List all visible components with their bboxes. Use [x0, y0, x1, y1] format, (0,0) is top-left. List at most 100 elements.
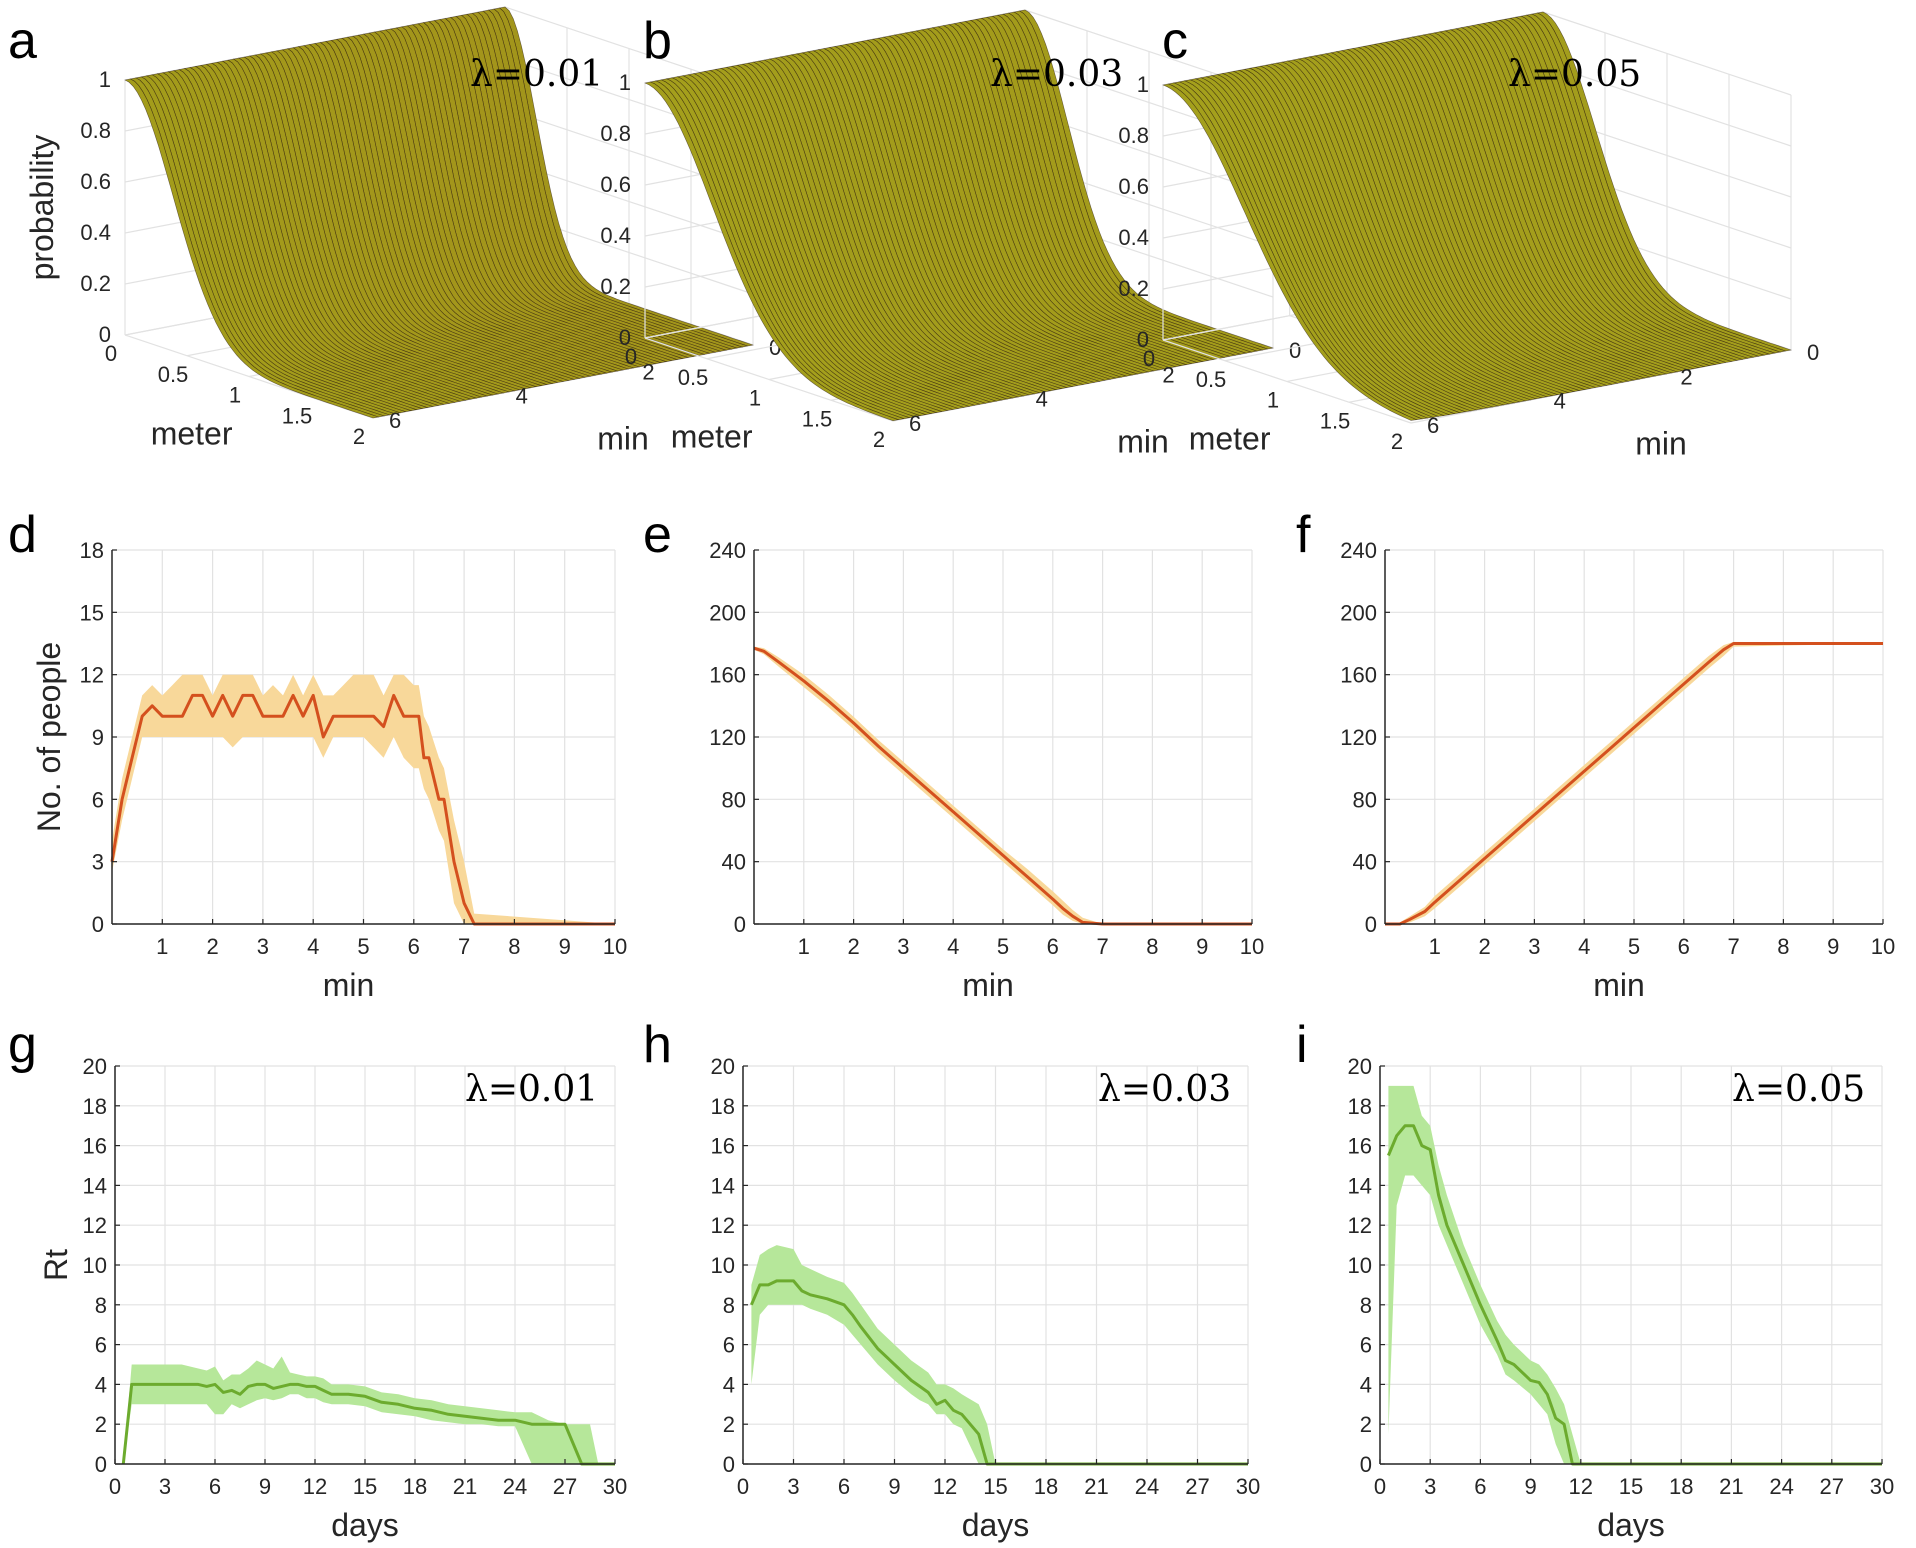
- line-panel-f: 1 2 3 4 5 6 7 8 9 10 0 40 80 120 160 200 240 min f: [1296, 506, 1895, 1003]
- z-tick-label: 0.6: [80, 169, 111, 194]
- x-tick-label: 6: [1047, 934, 1059, 959]
- plot-grid: [754, 549, 1253, 925]
- x-tick-label: 2: [847, 934, 859, 959]
- panel-label-e: e: [643, 506, 672, 564]
- meter-tick-label: 2: [873, 427, 885, 452]
- meter-tick-label: 2: [353, 424, 365, 449]
- meter-tick-label: 0: [1143, 346, 1155, 371]
- y-tick-label: 18: [83, 1094, 107, 1119]
- z-tick-label: 0: [1137, 327, 1149, 352]
- lambda-symbol: λ: [465, 1069, 488, 1110]
- x-tick-label: 7: [458, 934, 470, 959]
- grid-line: [1162, 339, 1412, 424]
- lambda-value: =0.01: [493, 54, 603, 95]
- x-tick-label: 0: [737, 1474, 749, 1499]
- x-axis-label: min: [962, 967, 1014, 1003]
- tick-labels: 1 2 3 4 5 6 7 8 9 10 0 40 80 120 160 200 240: [1340, 538, 1895, 959]
- lambda-value: =0.03: [1013, 54, 1123, 95]
- y-tick-label: 10: [711, 1253, 735, 1278]
- y-tick-label: 2: [723, 1412, 735, 1437]
- z-tick-label: 0.2: [600, 274, 631, 299]
- y-tick-label: 200: [709, 600, 746, 625]
- x-tick-label: 3: [787, 1474, 799, 1499]
- x-tick-label: 7: [1727, 934, 1739, 959]
- lambda-symbol: λ: [1098, 1069, 1121, 1110]
- z-tick-label: 0: [619, 325, 631, 350]
- y-axis-label: No. of people: [31, 642, 67, 832]
- y-tick-label: 0: [734, 912, 746, 937]
- x-tick-label: 2: [206, 934, 218, 959]
- y-tick-label: 12: [80, 663, 104, 688]
- y-tick-label: 8: [723, 1293, 735, 1318]
- z-tick-label: 0.8: [1118, 123, 1149, 148]
- x-tick-label: 30: [1236, 1474, 1260, 1499]
- confidence-band: [1388, 1085, 1882, 1464]
- min-tick-label: 4: [1036, 387, 1048, 412]
- panel-label-c: c: [1162, 12, 1188, 70]
- y-tick-label: 40: [1353, 850, 1377, 875]
- y-tick-label: 4: [1360, 1372, 1372, 1397]
- lambda-annotation: λ=0.05: [1508, 54, 1641, 95]
- x-tick-label: 1: [798, 934, 810, 959]
- y-tick-label: 0: [723, 1452, 735, 1477]
- surface-strip: [1161, 83, 1418, 421]
- min-tick-label: 2: [1162, 362, 1174, 387]
- x-axis-label: days: [331, 1507, 399, 1543]
- y-tick-label: 12: [1348, 1213, 1372, 1238]
- y-tick-label: 0: [92, 912, 104, 937]
- meter-tick-label: 0.5: [1196, 367, 1227, 392]
- meter-tick-label: 1: [749, 386, 761, 411]
- min-tick-label: 2: [642, 359, 654, 384]
- x-tick-label: 4: [947, 934, 959, 959]
- meter-tick-label: 0.5: [158, 362, 189, 387]
- y-tick-label: 20: [83, 1054, 107, 1079]
- min-tick-label: 6: [909, 411, 921, 436]
- x-tick-label: 10: [603, 934, 627, 959]
- x-tick-label: 9: [559, 934, 571, 959]
- y-tick-label: 12: [711, 1213, 735, 1238]
- y-tick-label: 16: [1348, 1134, 1372, 1159]
- y-tick-label: 0: [95, 1452, 107, 1477]
- y-tick-label: 4: [723, 1372, 735, 1397]
- min-tick-label: 2: [1680, 364, 1692, 389]
- meter-tick-label: 2: [1391, 429, 1403, 454]
- mean-line: [110, 693, 615, 926]
- meter-tick-label: 1.5: [282, 403, 313, 428]
- x-tick-label: 8: [1777, 934, 1789, 959]
- lambda-value: =0.01: [488, 1069, 598, 1110]
- panel-label-a: a: [8, 12, 37, 70]
- y-axis-label: Rt: [38, 1249, 74, 1281]
- y-tick-label: 6: [95, 1333, 107, 1358]
- x-tick-label: 9: [888, 1474, 900, 1499]
- lambda-symbol: λ: [990, 54, 1013, 95]
- surface-mesh: [644, 9, 1275, 422]
- x-tick-label: 27: [1820, 1474, 1844, 1499]
- meter-axis-label: meter: [151, 415, 233, 451]
- x-tick-label: 9: [259, 1474, 271, 1499]
- y-tick-label: 18: [1348, 1094, 1372, 1119]
- y-tick-label: 160: [1340, 663, 1377, 688]
- x-tick-label: 5: [1628, 934, 1640, 959]
- x-axis-label: days: [1597, 1507, 1665, 1543]
- x-tick-label: 3: [1528, 934, 1540, 959]
- grid-line: [644, 337, 894, 422]
- surface-mesh: [1161, 11, 1793, 421]
- x-tick-label: 18: [403, 1474, 427, 1499]
- min-axis-label: min: [1117, 424, 1169, 460]
- confidence-band: [112, 674, 615, 924]
- mean-line: [121, 1382, 615, 1466]
- probability-axis-label: probability: [24, 135, 60, 281]
- y-tick-label: 240: [1340, 538, 1377, 563]
- min-tick-label: 0: [1807, 340, 1819, 365]
- x-tick-label: 5: [357, 934, 369, 959]
- lambda-annotation: λ=0.01: [470, 54, 603, 95]
- y-tick-label: 40: [722, 850, 746, 875]
- x-tick-label: 27: [553, 1474, 577, 1499]
- meter-tick-label: 0: [105, 341, 117, 366]
- y-tick-label: 8: [1360, 1293, 1372, 1318]
- y-tick-label: 10: [83, 1253, 107, 1278]
